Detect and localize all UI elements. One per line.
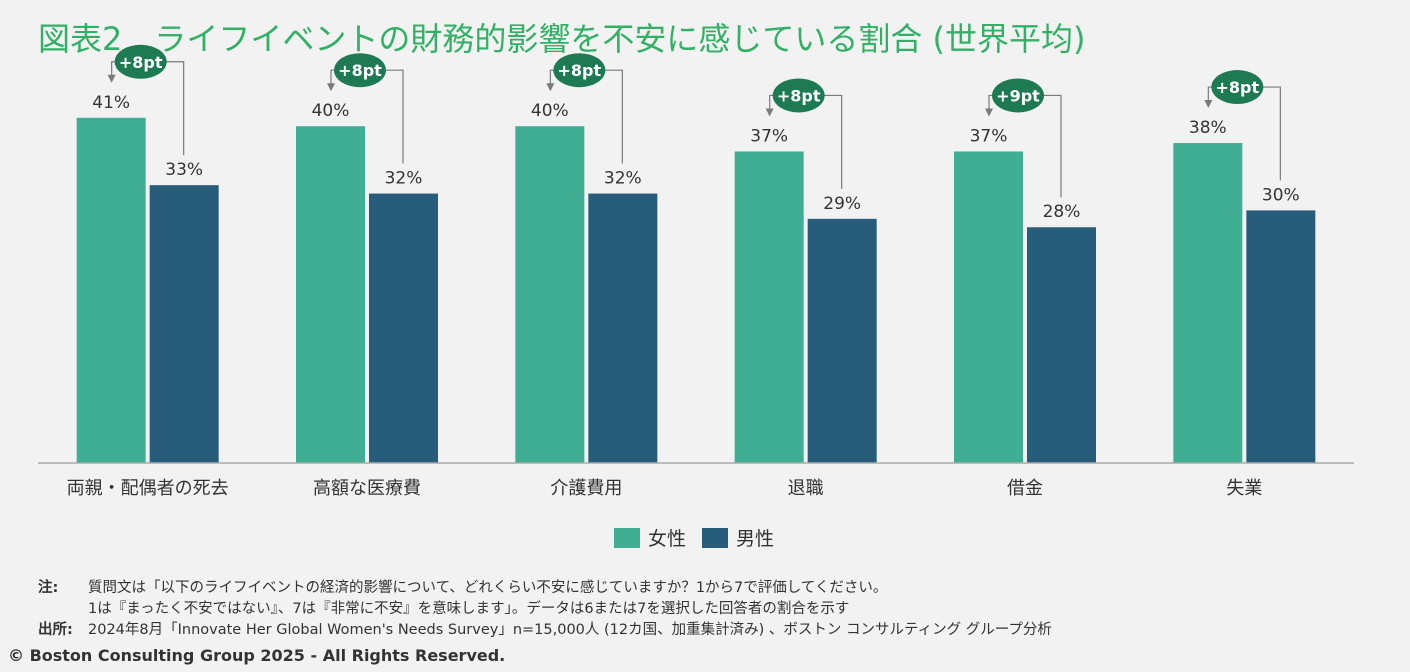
difference-label: +8pt [338,61,382,80]
difference-label: +8pt [119,53,163,72]
difference-badge [553,53,606,88]
note-line-2: 1は『まったく不安ではない』、7は『非常に不安』を意味します」。データは6または… [88,601,850,617]
note-line-1: 質問文は「以下のライフイベントの経済的影響について、どれくらい不安に感じています… [88,580,888,596]
difference-badge [992,78,1044,113]
note-row: 注: 質問文は「以下のライフイベントの経済的影響について、どれくらい不安に感じて… [38,578,1052,599]
value-label-female: 37% [970,126,1008,146]
difference-badge [334,53,386,88]
bar-chart: 41% 33% +8pt 両親・配偶者の死去 40% 32% +8pt 高額な医療費 40% 32… [38,44,1354,499]
difference-arrowhead [107,74,116,83]
bar-male [588,193,658,463]
bar-female [296,126,365,463]
bar-male [1027,227,1096,463]
legend-swatch-female [614,527,640,548]
category-label: 介護費用 [550,478,622,499]
bar-male [149,185,219,463]
footnotes: 注: 質問文は「以下のライフイベントの経済的影響について、どれくらい不安に感じて… [38,578,1052,641]
category-label: 高額な医療費 [313,478,421,499]
value-label-female: 40% [312,101,350,121]
difference-arrowhead [765,108,774,117]
category-label: 借金 [1007,478,1043,499]
difference-badge [1211,70,1264,105]
category-label: 両親・配偶者の死去 [67,478,229,499]
difference-label: +9pt [996,86,1040,105]
bar-female [515,126,585,463]
value-label-female: 40% [531,101,569,121]
difference-label: +8pt [777,86,821,105]
value-label-male: 32% [604,169,642,189]
copyright: © Boston Consulting Group 2025 - All Rig… [8,646,506,665]
bar-male [1246,210,1316,463]
legend-item-male: 男性 [702,524,774,551]
category-label: 失業 [1226,478,1262,499]
difference-arrowhead [1204,100,1213,109]
difference-label: +8pt [558,61,602,80]
bar-male [807,218,877,463]
note-label: 注: [38,580,59,596]
difference-badge [772,78,825,113]
chart-title: 図表2 ライフイベントの財務的影響を不安に感じている割合 (世界平均) [38,20,1086,58]
bar-male [369,193,438,463]
legend-label-male: 男性 [736,528,775,550]
legend-label-female: 女性 [648,528,687,550]
difference-arrowhead [327,83,335,92]
value-label-male: 30% [1262,185,1300,205]
source-label: 出所: [38,622,73,638]
value-label-male: 32% [385,169,423,189]
legend: 女性 男性 [614,524,774,551]
difference-arrowhead [985,108,993,117]
value-label-male: 28% [1043,202,1081,222]
bar-female [1173,143,1243,464]
legend-item-female: 女性 [614,524,686,551]
bar-female [734,151,804,463]
value-label-male: 33% [165,160,203,180]
difference-badge [114,44,167,79]
legend-swatch-male [702,527,729,548]
source-row: 出所: 2024年8月「Innovate Her Global Women's … [38,620,1052,641]
value-label-female: 38% [1189,118,1227,138]
bar-female [76,117,146,463]
value-label-female: 41% [92,93,130,113]
difference-label: +8pt [1216,78,1260,97]
bar-female [954,151,1023,463]
value-label-female: 37% [750,126,788,146]
difference-arrowhead [546,83,555,92]
category-label: 退職 [788,478,824,499]
value-label-male: 29% [823,194,861,214]
source-text: 2024年8月「Innovate Her Global Women's Need… [88,622,1052,638]
